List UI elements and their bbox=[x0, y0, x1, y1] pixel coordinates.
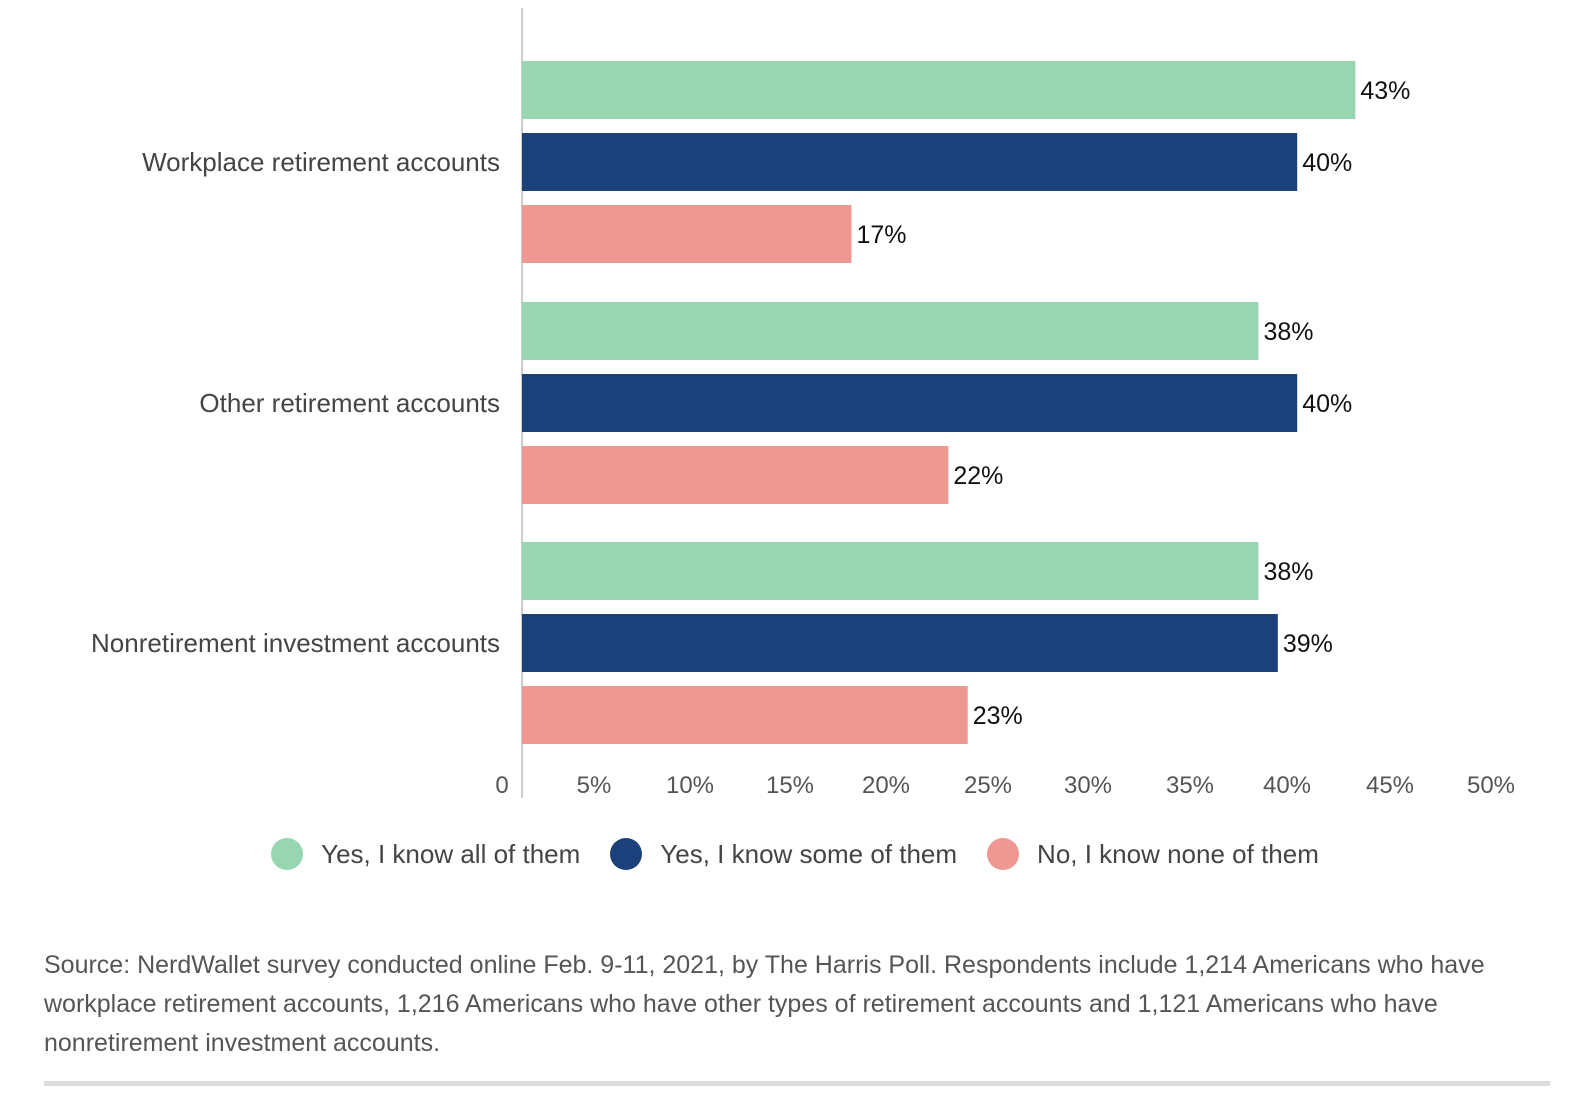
x-tick-label: 35% bbox=[1166, 772, 1214, 799]
x-tick-label: 30% bbox=[1064, 772, 1112, 799]
data-label: 38% bbox=[1263, 558, 1313, 586]
data-label: 39% bbox=[1283, 630, 1333, 658]
legend-item-some: Yes, I know some of them bbox=[610, 838, 957, 870]
bar bbox=[522, 614, 1278, 672]
legend-label-none: No, I know none of them bbox=[1037, 838, 1319, 869]
legend: Yes, I know all of them Yes, I know some… bbox=[0, 838, 1582, 870]
legend-swatch-some bbox=[610, 838, 643, 870]
x-tick-label: 50% bbox=[1467, 772, 1515, 799]
data-label: 23% bbox=[973, 702, 1023, 730]
x-tick-label: 10% bbox=[666, 772, 714, 799]
legend-item-none: No, I know none of them bbox=[987, 838, 1319, 870]
legend-item-all: Yes, I know all of them bbox=[271, 838, 580, 870]
legend-label-some: Yes, I know some of them bbox=[660, 838, 958, 869]
data-label: 40% bbox=[1302, 390, 1352, 418]
bar bbox=[522, 374, 1298, 432]
bar bbox=[522, 61, 1356, 119]
bar bbox=[522, 133, 1298, 191]
x-tick-label: 45% bbox=[1366, 772, 1414, 799]
bar bbox=[522, 542, 1259, 600]
data-label: 43% bbox=[1360, 77, 1410, 105]
category-label: Other retirement accounts bbox=[199, 388, 500, 418]
bar-chart: Workplace retirement accounts 43% 40% 17% Ot… bbox=[91, 8, 1515, 799]
category-label: Workplace retirement accounts bbox=[142, 147, 500, 177]
bar bbox=[522, 205, 852, 263]
data-label: 22% bbox=[953, 462, 1003, 490]
source-note: Source: NerdWallet survey conducted onli… bbox=[44, 951, 1485, 1057]
data-label: 38% bbox=[1263, 318, 1313, 346]
legend-swatch-none bbox=[987, 838, 1020, 870]
legend-label-all: Yes, I know all of them bbox=[321, 838, 581, 869]
data-label: 40% bbox=[1302, 149, 1352, 177]
x-tick-label: 20% bbox=[862, 772, 910, 799]
divider bbox=[44, 1081, 1550, 1086]
x-tick-label: 0 bbox=[495, 772, 508, 799]
category-label: Nonretirement investment accounts bbox=[91, 628, 500, 658]
data-label: 17% bbox=[856, 221, 906, 249]
bar bbox=[522, 302, 1259, 360]
legend-swatch-all bbox=[271, 838, 304, 870]
bar bbox=[522, 686, 968, 744]
x-tick-label: 5% bbox=[577, 772, 612, 799]
bar bbox=[522, 446, 949, 504]
x-tick-label: 25% bbox=[964, 772, 1012, 799]
x-tick-label: 15% bbox=[766, 772, 814, 799]
x-tick-label: 40% bbox=[1263, 772, 1311, 799]
